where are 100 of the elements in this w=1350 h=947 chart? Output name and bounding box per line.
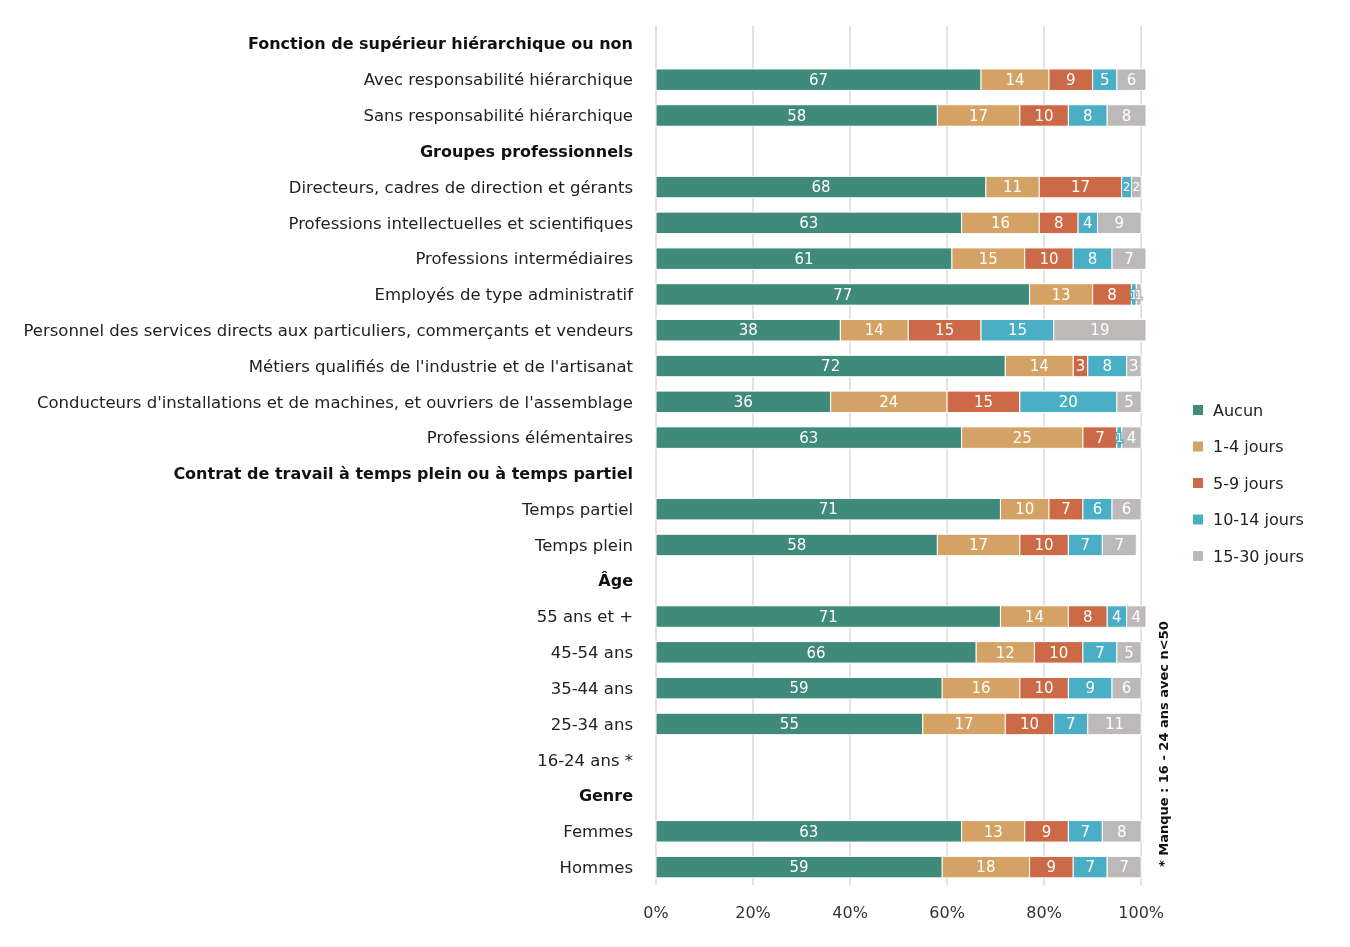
data-label: 16 [971,679,991,698]
data-label: 10 [1034,106,1054,125]
data-label: 8 [1107,285,1117,304]
data-label: 7 [1095,428,1105,447]
data-label: 10 [1015,500,1035,519]
y-tick-label: Conducteurs d'installations et de machines, et ouvriers de l'assemblage [36,392,633,412]
data-label: 10 [1020,715,1040,734]
data-label: 68 [811,178,831,197]
text: Genre [578,786,634,806]
data-label: 8 [1087,249,1098,268]
data-label: 1 [1115,430,1124,445]
y-tick-label: Hommes [559,857,633,877]
data-label: 19 [1090,321,1110,340]
data-label: 6 [1126,70,1137,89]
data-label: 58 [787,106,807,125]
data-label: 7 [1124,249,1134,268]
data-label: 6 [1121,679,1132,698]
data-label: 9 [1046,858,1057,877]
data-label: 4 [1126,428,1137,447]
data-label: 14 [1005,70,1025,89]
data-label: 11 [1104,715,1125,734]
data-label: 11 [1003,178,1023,197]
data-label: 3 [1129,357,1139,376]
data-label: 2 [1122,180,1131,195]
text: Groupes professionnels [419,141,633,161]
data-label: 38 [738,321,758,340]
text: Contrat de travail à temps plein ou à temps partiel [173,464,633,483]
x-tick-label: 20% [735,903,771,922]
data-label: 8 [1102,357,1112,376]
data-label: 59 [789,679,809,698]
data-label: 7 [1080,536,1091,555]
data-label: 14 [1024,607,1044,626]
data-label: 13 [983,822,1003,841]
x-tick-label: 100% [1118,903,1165,922]
data-label: 5 [1124,393,1134,412]
y-tick-label: Directeurs, cadres de direction et gérants [288,177,633,197]
x-tick-label: 80% [1026,903,1062,922]
y-tick-label: 55 ans et + [536,607,633,627]
y-tick-label: Sans responsabilité hiérarchique [363,106,633,126]
legend-label: 15-30 jours [1213,546,1304,566]
data-label: 8 [1083,106,1093,125]
y-tick-label: Avec responsabilité hiérarchique [363,70,633,90]
data-label: 58 [787,536,807,555]
y-tick-label: Temps plein [533,535,633,555]
data-label: 71 [818,607,838,626]
data-label: 16 [990,214,1010,233]
text: * Manque : 16 - 24 ans avec n<50 [1156,621,1171,868]
data-label: 14 [864,321,884,340]
data-label: 18 [976,858,996,877]
data-label: 15 [978,249,998,268]
data-label: 15 [1007,321,1027,340]
data-label: 10 [1049,643,1069,662]
legend-label: Aucun [1213,400,1264,420]
data-label: 13 [1051,285,1071,304]
data-label: 7 [1080,822,1091,841]
y-tick-label: Femmes [563,822,633,842]
data-label: 72 [821,357,841,376]
y-tick-label: Métiers qualifiés de l'industrie et de l'artisanat [248,356,634,376]
data-label: 67 [808,70,829,89]
x-tick-label: 40% [832,903,868,922]
data-label: 63 [799,428,819,447]
y-tick-label: 35-44 ans [550,678,633,698]
data-label: 15 [973,393,994,412]
data-label: 63 [799,822,819,841]
data-label: 5 [1099,70,1110,89]
data-label: 2 [1132,180,1141,195]
y-tick-label: Employés de type administratif [374,285,635,305]
data-label: 6 [1121,500,1132,519]
x-tick-label: 0% [643,903,669,922]
y-tick-label: Personnel des services directs aux particuliers, commerçants et vendeurs [23,321,633,340]
data-label: 7 [1061,500,1071,519]
y-tick-label: Professions intellectuelles et scientifiques [288,213,633,233]
data-label: 10 [1034,679,1054,698]
data-label: 8 [1121,106,1132,125]
data-label: 8 [1053,214,1064,233]
data-label: 55 [779,715,799,734]
data-label: 4 [1112,607,1122,626]
data-label: 63 [799,214,819,233]
data-label: 9 [1066,70,1076,89]
data-label: 7 [1119,858,1129,877]
data-label: 9 [1085,679,1095,698]
y-tick-label: Professions intermédiaires [415,249,633,269]
data-label: 9 [1041,822,1052,841]
legend-label: 5-9 jours [1213,473,1284,493]
data-label: 1 [1134,287,1143,302]
data-label: 4 [1083,214,1093,233]
data-label: 12 [995,643,1015,662]
data-label: 8 [1083,607,1093,626]
data-label: 17 [954,715,974,734]
data-label: 17 [969,536,989,555]
legend-label: 1-4 jours [1213,437,1284,457]
data-label: 3 [1075,357,1086,376]
data-label: 71 [818,500,838,519]
y-tick-label: Professions élémentaires [426,428,633,448]
data-label: 17 [1070,178,1091,197]
data-label: 7 [1085,858,1095,877]
data-label: 10 [1039,249,1059,268]
data-label: 17 [969,106,989,125]
data-label: 7 [1066,715,1076,734]
data-label: 14 [1029,357,1049,376]
